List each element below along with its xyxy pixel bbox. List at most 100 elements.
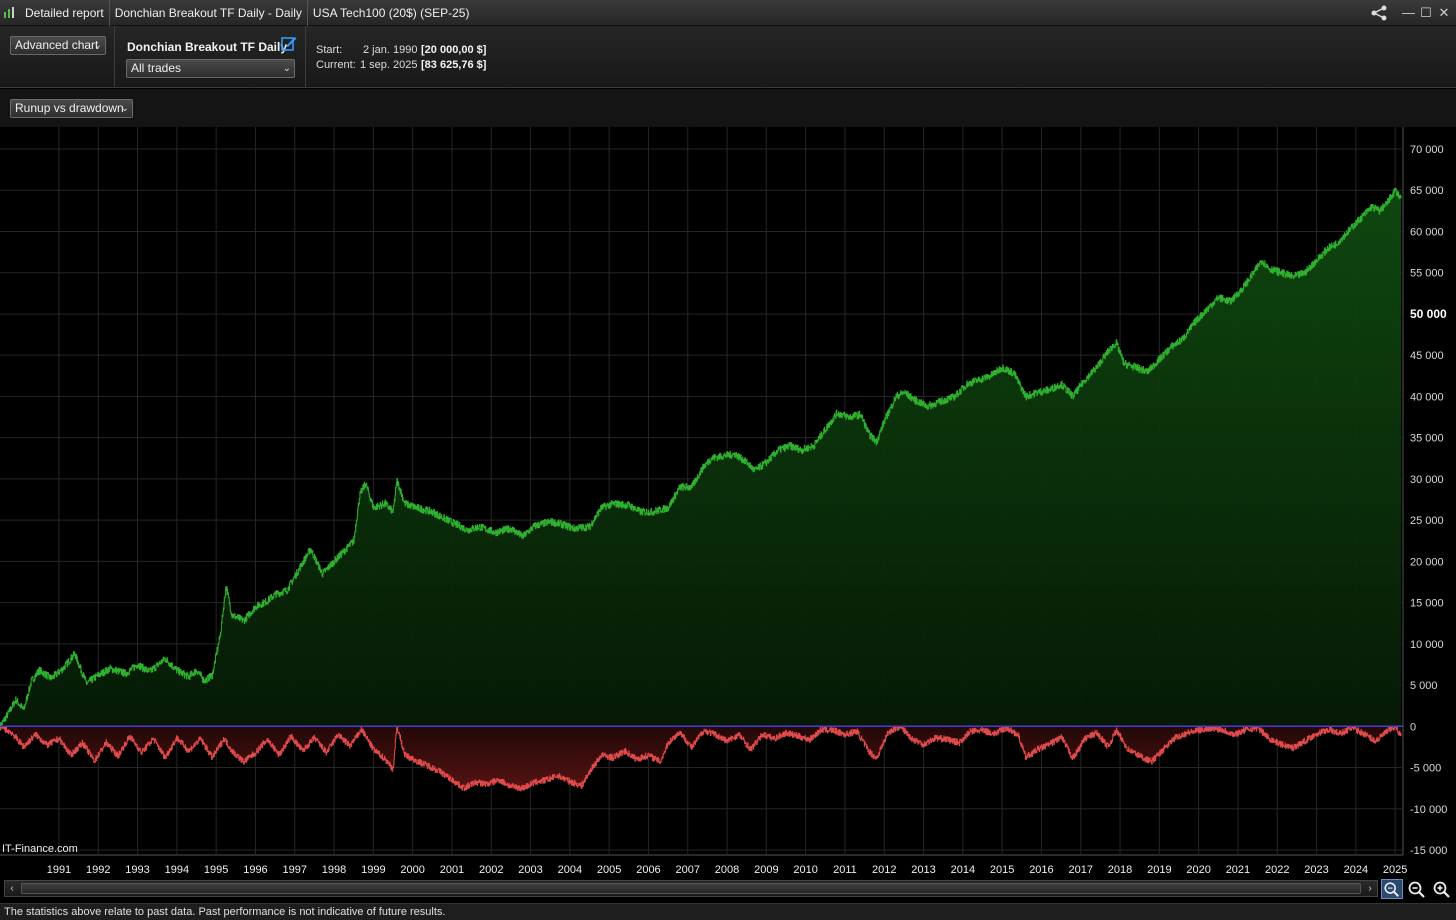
x-tick-label: 2006 <box>636 864 660 876</box>
y-tick-label: -10 000 <box>1410 804 1447 816</box>
x-tick-label: 2015 <box>990 864 1014 876</box>
x-tick-label: 2022 <box>1265 864 1289 876</box>
x-tick-label: 1998 <box>322 864 346 876</box>
y-tick-label: 15 000 <box>1410 598 1444 610</box>
start-date: 2 jan. 1990 <box>363 44 418 56</box>
start-label: Start: <box>316 44 343 56</box>
drawdown-series-line <box>0 725 1402 792</box>
y-tick-label: 55 000 <box>1410 268 1444 280</box>
x-tick-label: 2014 <box>951 864 975 876</box>
chevron-down-icon: ⌄ <box>282 63 291 74</box>
y-tick-label: 40 000 <box>1410 391 1444 403</box>
x-tick-label: 2018 <box>1108 864 1132 876</box>
y-axis-panel <box>1403 127 1456 877</box>
view-select[interactable]: Runup vs drawdown ⌄ <box>10 99 133 118</box>
trades-filter-label: All trades <box>131 61 182 75</box>
y-tick-label: 20 000 <box>1410 556 1444 568</box>
zoom-in-icon[interactable] <box>1431 879 1453 899</box>
runup-series-line <box>0 187 1402 731</box>
chevron-down-icon: ⌄ <box>120 103 129 114</box>
x-tick-label: 1993 <box>125 864 149 876</box>
x-tick-label: 2012 <box>872 864 896 876</box>
chart-mode-label: Advanced chart <box>15 38 99 52</box>
x-tick-label: 1995 <box>204 864 228 876</box>
strategy-section: Donchian Breakout TF Daily All trades ⌄ <box>115 26 306 88</box>
maximize-icon[interactable]: ☐ <box>1420 5 1432 20</box>
x-tick-label: 2019 <box>1147 864 1171 876</box>
y-tick-label: 30 000 <box>1410 474 1444 486</box>
share-icon[interactable] <box>1370 5 1388 21</box>
x-tick-label: 1996 <box>243 864 267 876</box>
y-tick-label: 35 000 <box>1410 433 1444 445</box>
y-axis: 70 000 65 000 60 000 55 000 50 000 45 000 40 0… <box>1410 144 1447 857</box>
minimize-icon[interactable]: — <box>1402 5 1415 20</box>
x-tick-label: 2025 <box>1383 864 1407 876</box>
chevron-down-icon: ⌄ <box>93 40 102 51</box>
y-tick-label: 0 <box>1410 721 1416 733</box>
tab-detailed-report[interactable]: Detailed report <box>20 0 110 26</box>
chart-mode-section: Advanced chart ⌄ <box>0 26 115 88</box>
x-tick-label: 2003 <box>518 864 542 876</box>
y-tick-label: 45 000 <box>1410 350 1444 362</box>
app-logo-icon <box>0 0 20 26</box>
start-value: [20 000,00 $] <box>421 44 487 56</box>
x-tick-label: 1992 <box>86 864 110 876</box>
trades-filter-select[interactable]: All trades ⌄ <box>126 59 295 78</box>
y-tick-label: 60 000 <box>1410 226 1444 238</box>
drawdown-area <box>0 726 1401 791</box>
x-tick-label: 2017 <box>1069 864 1093 876</box>
x-tick-label: 1997 <box>283 864 307 876</box>
x-tick-label: 2002 <box>479 864 503 876</box>
x-tick-label: 2016 <box>1029 864 1053 876</box>
horizontal-scrollbar[interactable]: ‹ › <box>4 880 1378 897</box>
edit-icon[interactable] <box>281 35 297 51</box>
tab-strategy-title[interactable]: Donchian Breakout TF Daily - Daily <box>110 0 308 26</box>
x-tick-label: 1994 <box>165 864 189 876</box>
x-axis: 1991 1992 1993 1994 1995 1996 1997 1998 1999 2000… <box>47 864 1408 876</box>
chart-mode-select[interactable]: Advanced chart ⌄ <box>10 36 106 55</box>
disclaimer-footer: The statistics above relate to past data… <box>0 903 1456 920</box>
close-icon[interactable]: ✕ <box>1438 5 1450 20</box>
x-tick-label: 2024 <box>1344 864 1368 876</box>
tab-instrument[interactable]: USA Tech100 (20$) (SEP-25) <box>312 5 470 20</box>
scroll-right-icon[interactable]: › <box>1368 883 1372 894</box>
y-tick-label: -15 000 <box>1410 845 1447 857</box>
runup-area <box>0 188 1401 730</box>
x-tick-label: 2005 <box>597 864 621 876</box>
y-tick-label: 10 000 <box>1410 639 1444 651</box>
x-tick-label: 2013 <box>911 864 935 876</box>
view-toolbar: Runup vs drawdown ⌄ <box>0 89 1456 127</box>
scroll-thumb[interactable] <box>21 883 1361 894</box>
x-tick-label: 2011 <box>833 864 857 876</box>
x-tick-label: 2007 <box>676 864 700 876</box>
chart-areas <box>0 187 1403 792</box>
zoom-out-icon[interactable] <box>1406 879 1428 899</box>
x-tick-label: 1991 <box>47 864 71 876</box>
x-tick-label: 2010 <box>793 864 817 876</box>
current-date: 1 sep. 2025 <box>360 59 418 71</box>
y-tick-label: 5 000 <box>1410 680 1438 692</box>
y-tick-label: 70 000 <box>1410 144 1444 156</box>
view-select-label: Runup vs drawdown <box>15 101 124 115</box>
runup-drawdown-chart[interactable]: 1991 1992 1993 1994 1995 1996 1997 1998 1999 2000… <box>0 127 1456 877</box>
y-tick-label: 65 000 <box>1410 185 1444 197</box>
x-tick-label: 2004 <box>558 864 582 876</box>
x-tick-label: 1999 <box>361 864 385 876</box>
scroll-left-icon[interactable]: ‹ <box>10 883 14 894</box>
report-toolbar: Advanced chart ⌄ Donchian Breakout TF Da… <box>0 26 1456 88</box>
current-value: [83 625,76 $] <box>421 59 487 71</box>
x-tick-label: 2023 <box>1304 864 1328 876</box>
zoom-reset-icon[interactable] <box>1381 879 1403 899</box>
x-tick-label: 2009 <box>754 864 778 876</box>
y-tick-label: -5 000 <box>1410 763 1441 775</box>
current-label: Current: <box>316 59 356 71</box>
y-tick-label: 25 000 <box>1410 515 1444 527</box>
x-tick-label: 2008 <box>715 864 739 876</box>
x-tick-label: 2000 <box>400 864 424 876</box>
x-tick-label: 2020 <box>1186 864 1210 876</box>
strategy-name: Donchian Breakout TF Daily <box>127 40 288 54</box>
x-tick-label: 2001 <box>440 864 464 876</box>
title-bar: Detailed report Donchian Breakout TF Dai… <box>0 0 1456 26</box>
x-tick-label: 2021 <box>1226 864 1250 876</box>
y-tick-label: 50 000 <box>1410 307 1447 321</box>
